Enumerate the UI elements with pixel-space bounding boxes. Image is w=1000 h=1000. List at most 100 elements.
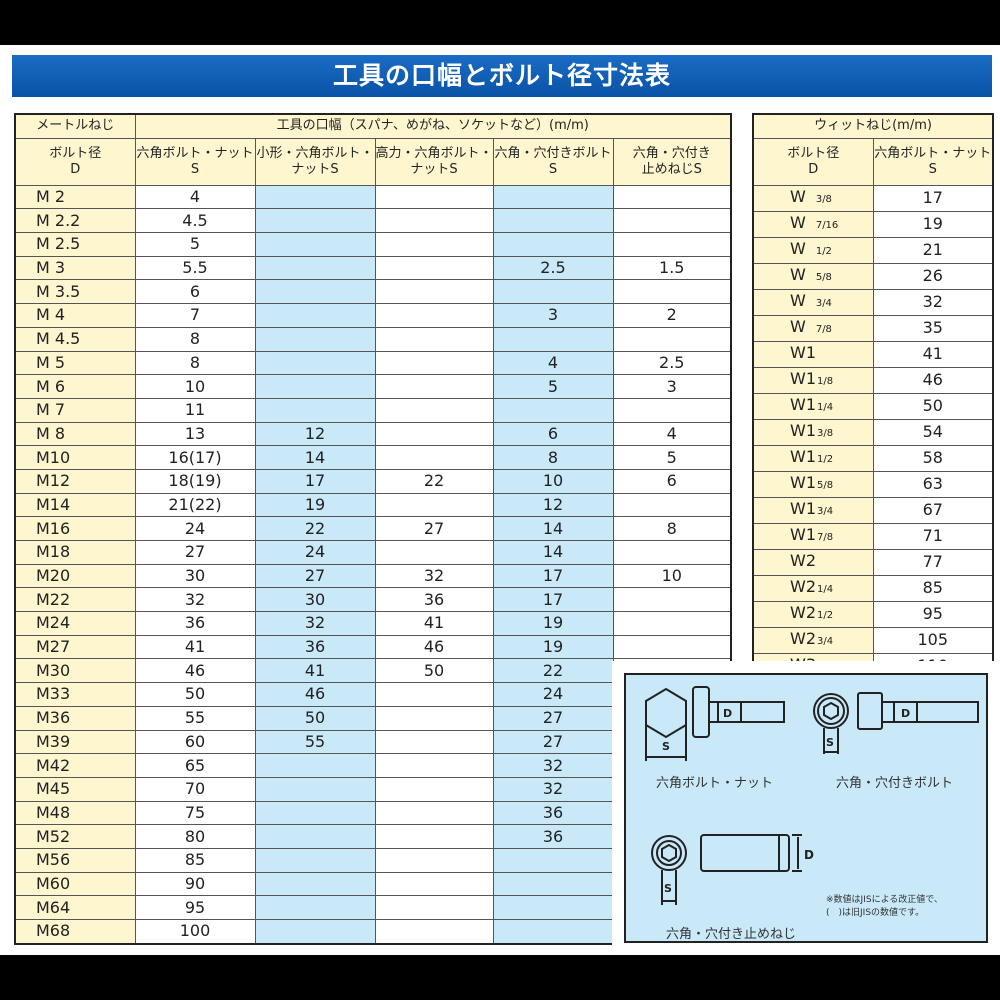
value-cell [254, 397, 376, 423]
value-cell [492, 232, 614, 257]
value-cell [612, 397, 732, 423]
bolt-size-cell: M 3 [14, 255, 136, 281]
value-cell: 71 [872, 522, 994, 550]
table-row: M 3 5.5 2.5 1.5 [14, 255, 732, 281]
value-cell: 105 [872, 626, 994, 654]
table-row: M 8 13 12 6 4 [14, 421, 732, 447]
bolt-size-cell: M 4.5 [14, 326, 136, 352]
table-row: W23/4 105 [752, 626, 994, 654]
bolt-size-cell: M 6 [14, 374, 136, 399]
table-row: W2 77 [752, 548, 994, 576]
value-cell: 2 [612, 303, 732, 328]
value-cell: 100 [134, 918, 256, 945]
value-cell [254, 303, 376, 328]
value-cell: 85 [134, 847, 256, 873]
value-cell: 77 [872, 548, 994, 576]
value-cell: 17 [254, 468, 376, 494]
table-row: W21/4 85 [752, 574, 994, 602]
table-row: M45 70 32 [14, 776, 732, 802]
table-row: M 7 11 [14, 397, 732, 423]
bolt-size-cell: M18 [14, 540, 136, 565]
bolt-size-cell: W 7/16 [752, 210, 874, 238]
value-cell [254, 871, 376, 897]
value-cell [374, 776, 494, 802]
bolt-size-cell: W 1/2 [752, 236, 874, 264]
bolt-size-cell: M36 [14, 705, 136, 731]
s-mark: S [826, 736, 834, 749]
value-cell [374, 279, 494, 305]
value-cell: 46 [254, 682, 376, 707]
bolt-size-cell: M24 [14, 611, 136, 636]
value-cell: 19 [492, 634, 614, 660]
value-cell: 19 [872, 210, 994, 238]
value-cell [492, 397, 614, 423]
value-cell [492, 847, 614, 873]
table-row: M18 27 24 14 [14, 540, 732, 565]
size-fraction: 3/4 [815, 297, 832, 309]
value-cell: 50 [872, 392, 994, 420]
bolt-size-cell: W 3/8 [752, 184, 874, 212]
value-cell [374, 540, 494, 565]
value-cell: 4 [134, 184, 256, 210]
metric-table: メートルねじ 工具の口幅（スパナ、めがね、ソケットなど）(m/m) ボルト径 D 六角… [14, 113, 733, 945]
bolt-size-cell: M20 [14, 563, 136, 589]
value-cell: 4 [492, 350, 614, 376]
bolt-size-cell: M 3.5 [14, 279, 136, 305]
size-fraction: 1/2 [817, 609, 834, 621]
value-cell [374, 397, 494, 423]
value-cell [612, 232, 732, 257]
value-cell [374, 232, 494, 257]
column-header: 六角・穴付きボルト S [492, 137, 614, 186]
column-header: ボルト径 D [14, 137, 136, 186]
value-cell: 35 [872, 314, 994, 342]
value-cell: 2.5 [492, 255, 614, 281]
size-fraction: 5/8 [817, 479, 834, 491]
value-cell [374, 492, 494, 518]
bolt-size-cell: W2 [752, 548, 874, 576]
value-cell [612, 326, 732, 352]
bolt-size-cell: M42 [14, 753, 136, 778]
size-whole: W2 [790, 602, 816, 622]
table-row: M24 36 32 41 19 [14, 611, 732, 636]
table-row: W 7/8 35 [752, 314, 994, 342]
value-cell: 32 [492, 776, 614, 802]
value-cell [254, 232, 376, 257]
size-fraction: 1/4 [817, 401, 834, 413]
table-row: W13/8 54 [752, 418, 994, 446]
size-fraction: 3/8 [817, 427, 834, 439]
value-cell [254, 824, 376, 849]
size-whole: W [790, 212, 806, 232]
value-cell: 8 [492, 445, 614, 470]
whitworth-group-header: ウィットねじ(m/m) [752, 113, 994, 139]
value-cell: 95 [134, 895, 256, 920]
value-cell [374, 705, 494, 731]
value-cell: 46 [374, 634, 494, 660]
note-line-1: ※数値はJISによる改正値で、 [826, 895, 943, 905]
bolt-size-cell: M68 [14, 918, 136, 945]
value-cell: 67 [872, 496, 994, 524]
value-cell: 46 [134, 658, 256, 684]
value-cell [254, 279, 376, 305]
value-cell: 19 [492, 611, 614, 636]
value-cell [612, 492, 732, 518]
size-whole: W1 [790, 394, 816, 414]
bolt-size-cell: W21/2 [752, 600, 874, 628]
column-header: 六角ボルト・ナット S [872, 137, 994, 186]
table-row: M27 41 36 46 19 [14, 634, 732, 660]
value-cell: 22 [492, 658, 614, 684]
size-whole: W2 [790, 628, 816, 648]
bolt-size-cell: M30 [14, 658, 136, 684]
socket-bolt-label: 六角・穴付きボルト [836, 776, 954, 791]
value-cell [254, 918, 376, 945]
size-whole: W1 [790, 368, 816, 388]
value-cell: 12 [492, 492, 614, 518]
value-cell: 55 [254, 729, 376, 755]
value-cell: 10 [492, 468, 614, 494]
value-cell: 5 [134, 232, 256, 257]
bolt-size-cell: W13/4 [752, 496, 874, 524]
value-cell: 6 [492, 421, 614, 447]
value-cell [254, 800, 376, 826]
size-fraction: 1/2 [817, 453, 834, 465]
table-row: W13/4 67 [752, 496, 994, 524]
value-cell [374, 729, 494, 755]
